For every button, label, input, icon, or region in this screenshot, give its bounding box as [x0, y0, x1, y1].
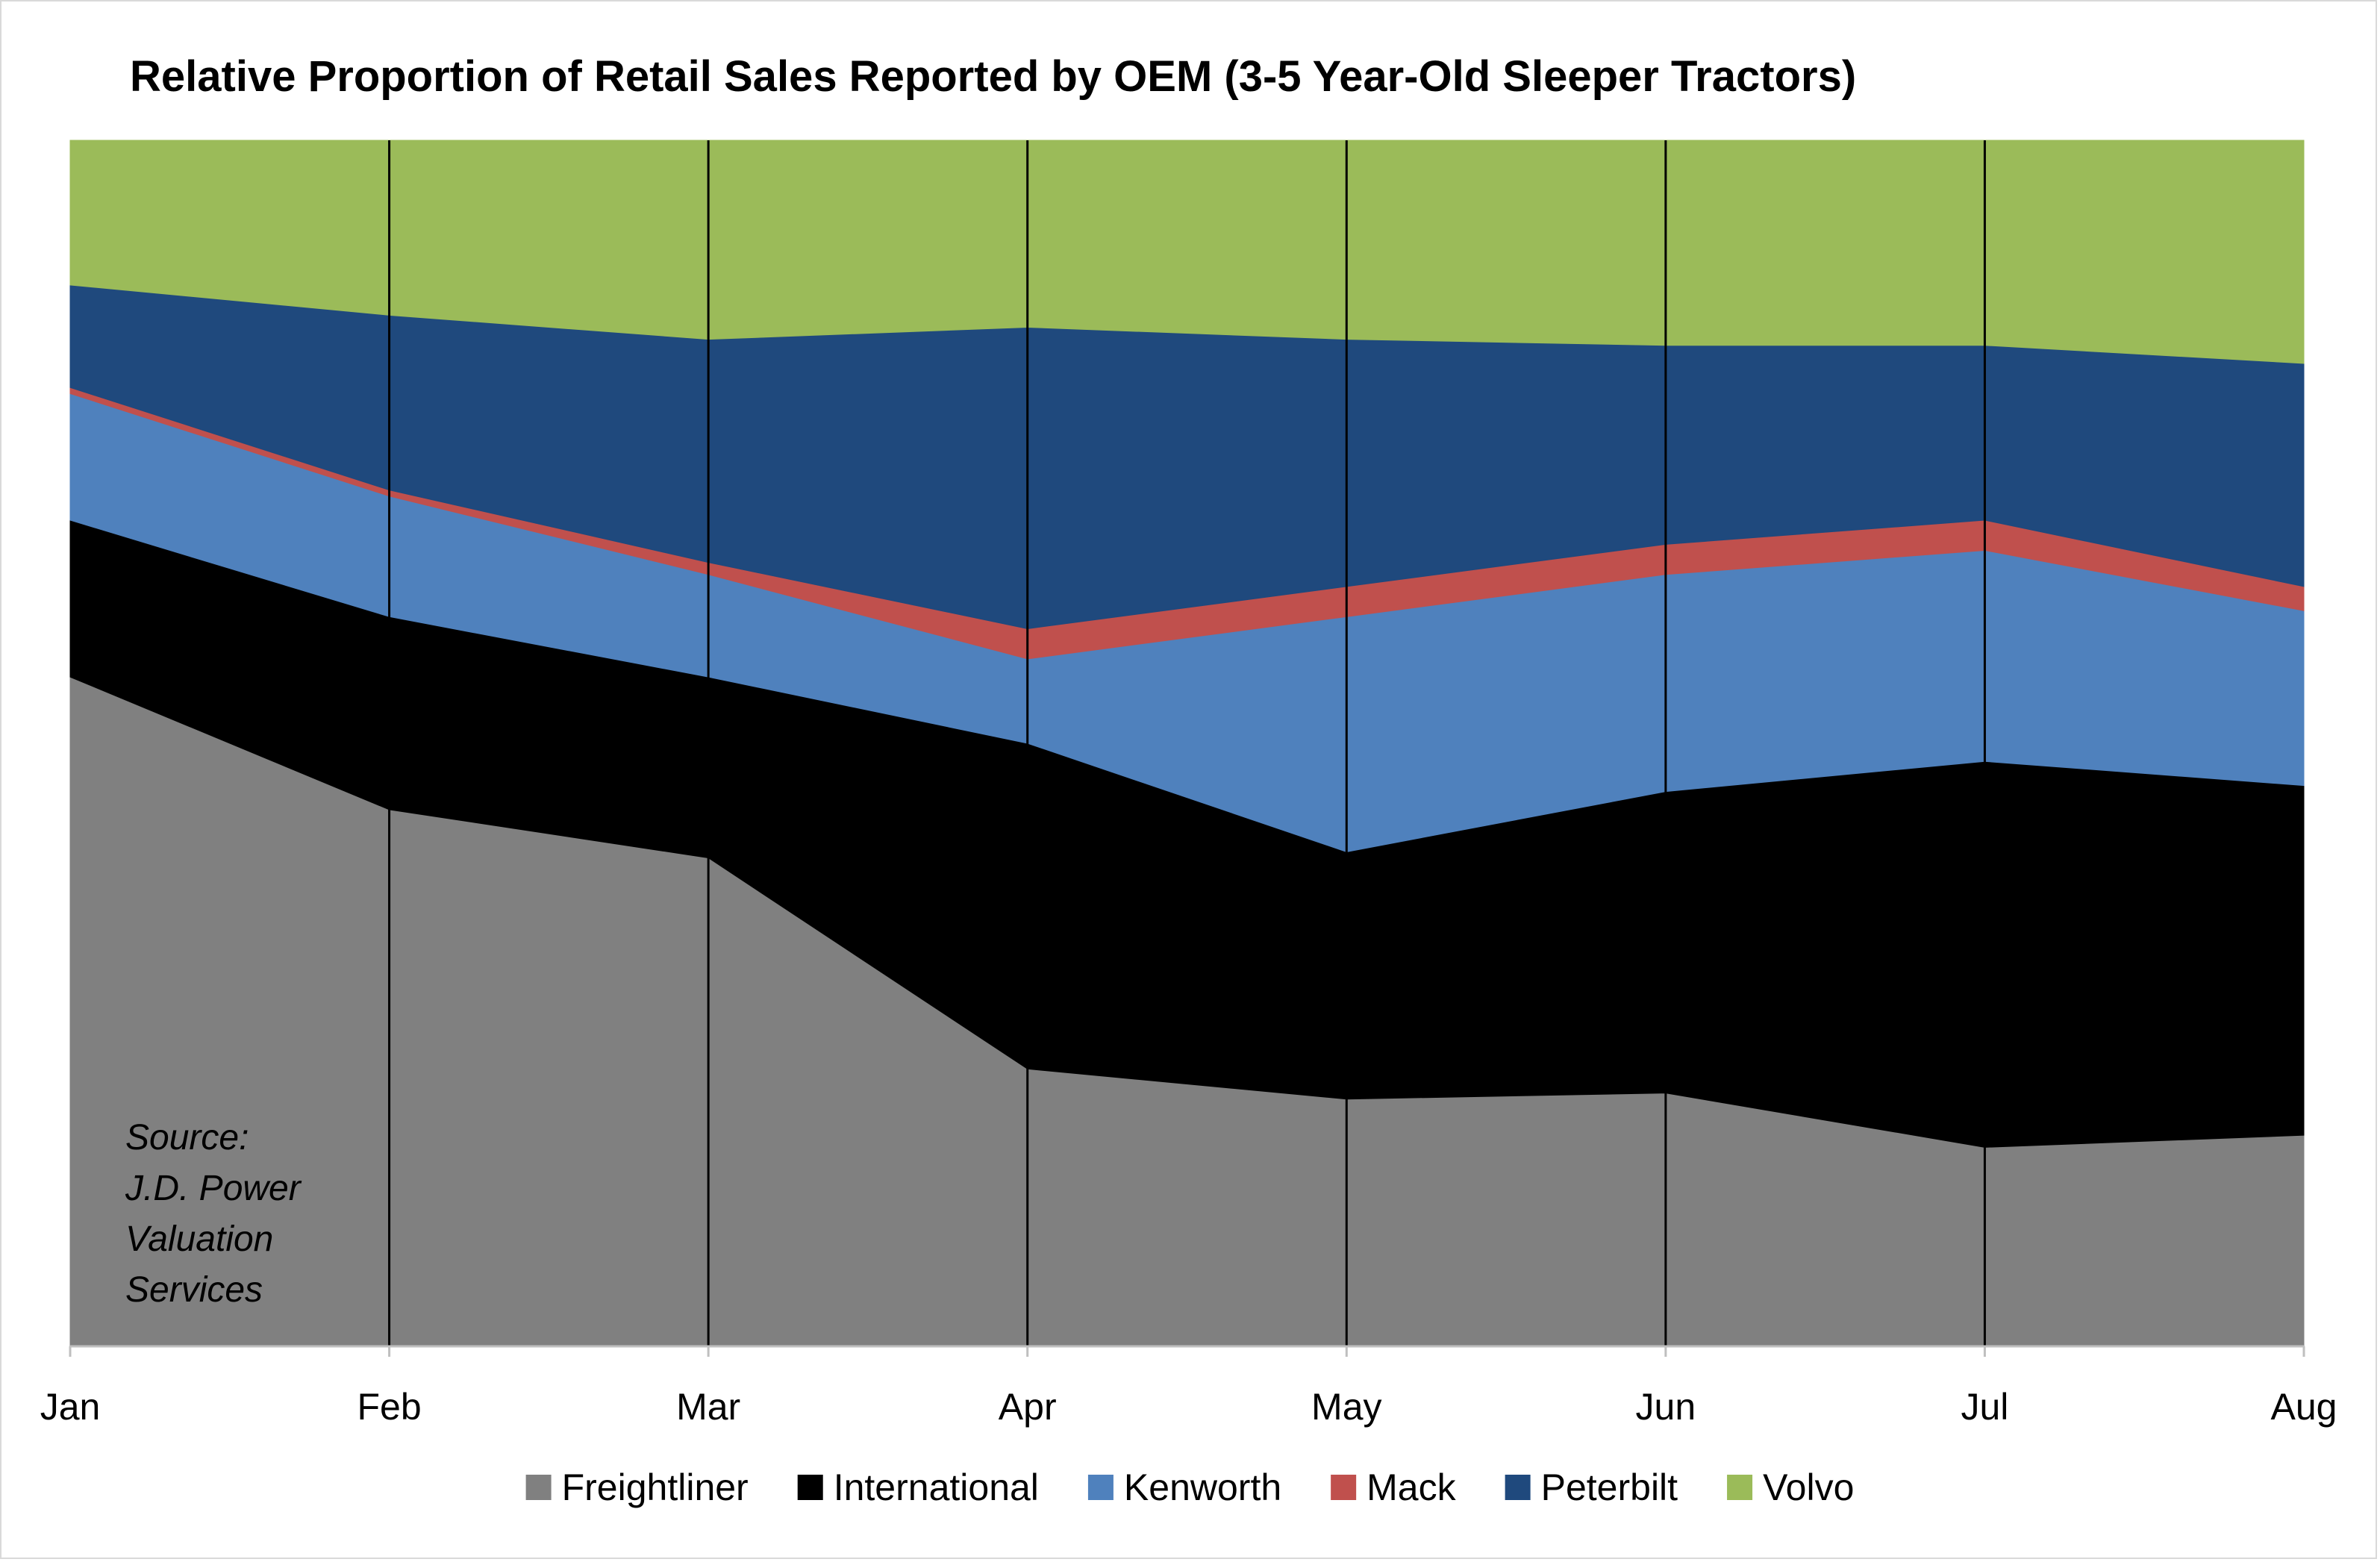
source-line: Services [125, 1270, 263, 1310]
x-tick-label-may: May [1311, 1386, 1381, 1428]
legend-label-kenworth: Kenworth [1124, 1466, 1281, 1508]
legend-item-volvo: Volvo [1727, 1466, 1854, 1508]
source-line: J.D. Power [125, 1169, 302, 1208]
x-tick-label-mar: Mar [676, 1386, 740, 1428]
stacked-area-group [69, 140, 2305, 1347]
vertical-gridlines [388, 140, 1986, 1346]
x-tick-label-jan: Jan [40, 1386, 101, 1428]
legend-item-freightliner: Freightliner [525, 1466, 749, 1508]
source-line: Valuation [125, 1219, 273, 1259]
x-tick-label-apr: Apr [999, 1386, 1057, 1428]
legend-item-kenworth: Kenworth [1087, 1466, 1281, 1508]
legend-swatch-freightliner [525, 1475, 552, 1500]
x-tick-label-feb: Feb [357, 1386, 421, 1428]
legend-swatch-mack [1331, 1475, 1357, 1500]
legend-label-volvo: Volvo [1763, 1466, 1854, 1508]
legend-label-freightliner: Freightliner [562, 1466, 749, 1508]
legend-item-international: International [797, 1466, 1039, 1508]
legend-label-international: International [834, 1466, 1039, 1508]
x-tick-label-aug: Aug [2271, 1386, 2337, 1428]
legend-swatch-international [797, 1475, 823, 1500]
legend-swatch-kenworth [1087, 1475, 1114, 1500]
area-volvo [69, 140, 2305, 364]
legend: Freightliner International Kenworth Mack Pet… [525, 1466, 1854, 1508]
legend-label-mack: Mack [1367, 1466, 1456, 1508]
x-axis: Jan Feb Mar Apr May Jun Jul Aug [40, 1345, 2337, 1428]
source-line: Source: [125, 1118, 249, 1158]
chart-title: Relative Proportion of Retail Sales Repo… [130, 52, 1856, 101]
legend-swatch-volvo [1727, 1475, 1753, 1500]
source-note: Source: J.D. Power Valuation Services [125, 1118, 302, 1310]
x-tick-label-jul: Jul [1961, 1386, 2008, 1428]
legend-label-peterbilt: Peterbilt [1541, 1466, 1678, 1508]
legend-item-peterbilt: Peterbilt [1505, 1466, 1678, 1508]
legend-swatch-peterbilt [1505, 1475, 1531, 1500]
legend-item-mack: Mack [1331, 1466, 1457, 1508]
x-tick-label-jun: Jun [1636, 1386, 1696, 1428]
